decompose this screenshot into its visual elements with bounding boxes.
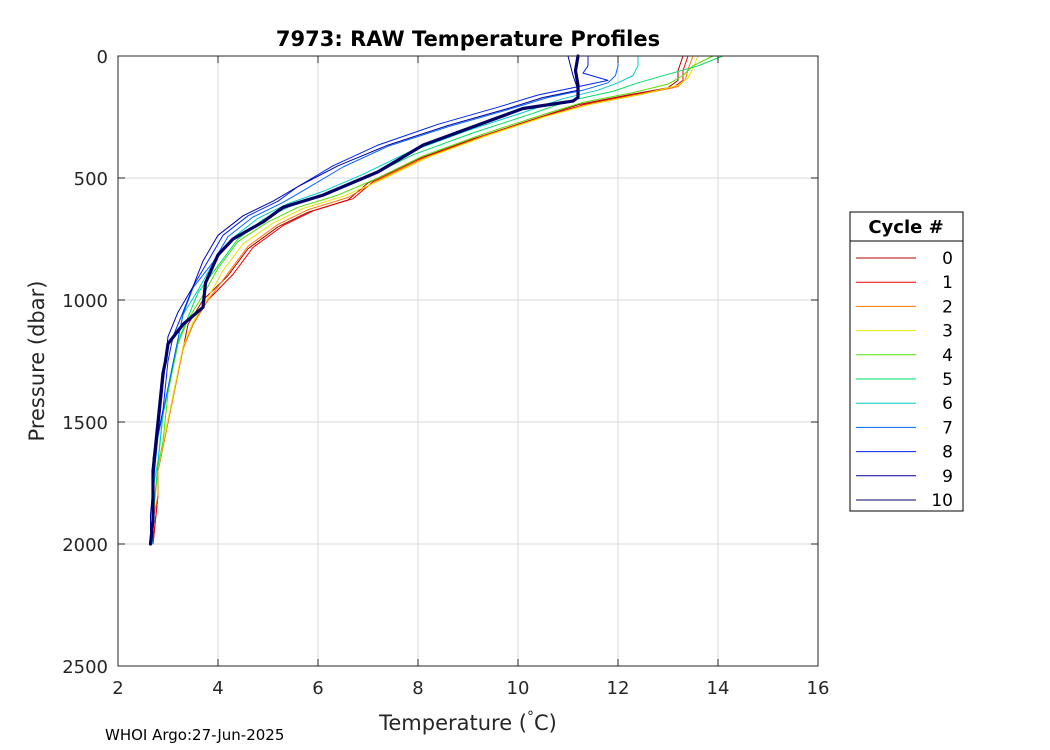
series-lines [148, 54, 724, 546]
series-line-cycle-6 [152, 55, 639, 545]
y-axis-label: Pressure (dbar) [25, 281, 49, 442]
legend-label-cycle-7: 7 [942, 418, 953, 438]
legend: Cycle # 0 1 2 3 4 5 6 7 8 9 10 [849, 211, 964, 512]
legend-label-cycle-6: 6 [942, 394, 953, 414]
series-line-cycle-3 [152, 55, 699, 545]
plot-frame [117, 55, 819, 667]
x-tick-label: 8 [412, 678, 423, 699]
axis-ticks: 2 4 6 8 10 12 14 16 0 500 1000 1500 2000 2500 [62, 47, 829, 699]
y-tick-label: 1500 [62, 413, 108, 434]
legend-label-cycle-0: 0 [942, 249, 953, 269]
chart-title: 7973: RAW Temperature Profiles [276, 27, 660, 51]
y-tick-label: 2000 [62, 535, 108, 556]
legend-label-cycle-4: 4 [942, 346, 953, 366]
legend-label-cycle-10: 10 [931, 491, 953, 511]
legend-label-cycle-9: 9 [942, 467, 953, 487]
legend-label-cycle-2: 2 [942, 297, 953, 317]
legend-label-cycle-3: 3 [942, 322, 953, 342]
legend-entries: 0 1 2 3 4 5 6 7 8 9 10 [856, 249, 953, 511]
x-axis-label: Temperature (°C) [378, 709, 557, 735]
y-tick-label: 0 [97, 47, 108, 68]
x-tick-label: 12 [607, 678, 630, 699]
legend-box [849, 211, 964, 512]
x-tick-label: 4 [212, 678, 223, 699]
series-line-cycle-4 [152, 55, 714, 545]
legend-label-cycle-5: 5 [942, 370, 953, 390]
x-tick-label: 10 [507, 678, 530, 699]
grid [117, 55, 819, 667]
legend-title: Cycle # [868, 217, 943, 238]
legend-label-cycle-1: 1 [942, 273, 953, 293]
x-tick-label: 6 [312, 678, 323, 699]
x-tick-label: 2 [112, 678, 123, 699]
y-tick-label: 500 [74, 169, 108, 190]
legend-label-cycle-8: 8 [942, 443, 953, 463]
x-tick-label: 14 [707, 678, 730, 699]
x-tick-label: 16 [807, 678, 830, 699]
y-tick-label: 2500 [62, 657, 108, 678]
footer-stamp: WHOI Argo:27-Jun-2025 [105, 726, 284, 744]
series-line-cycle-10 [148, 54, 580, 546]
y-tick-label: 1000 [62, 291, 108, 312]
